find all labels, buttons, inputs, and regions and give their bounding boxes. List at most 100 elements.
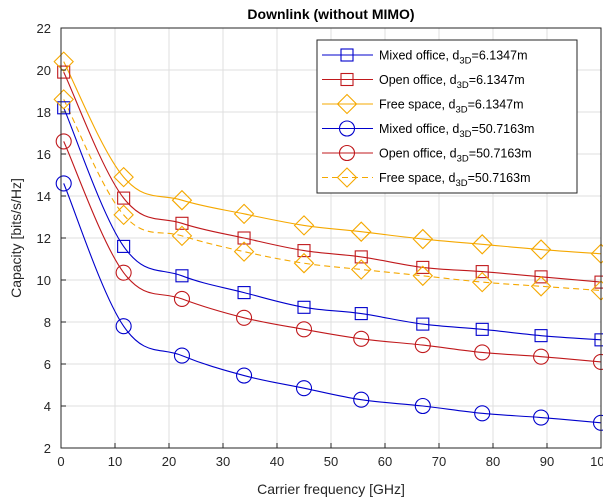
data-point-2 [237,231,251,245]
data-point-1 [354,307,368,321]
series-line-6 [63,99,602,292]
axis-ticks: 0 10 20 30 40 50 60 70 80 90 100 2 4 6 8 10 12 14 16 18 20 22 [37,21,603,469]
data-point-5 [295,321,313,338]
legend-box [316,39,578,194]
data-point-5 [115,264,132,281]
series-markers [53,51,603,431]
legend-label-tail: =50.7163m [468,171,531,185]
legend-label-tail: =50.7163m [469,147,532,161]
data-point-6 [113,204,134,226]
y-axis-label: Capacity [bits/s/Hz] [8,178,24,298]
data-point-1 [237,286,251,300]
data-point-6 [171,225,193,247]
chart-title: Downlink (without MIMO) [247,6,414,22]
legend-label-subscript: 3D [459,129,471,140]
data-point-6 [412,265,434,287]
x-tick-label: 10 [108,454,122,469]
data-point-6 [293,252,315,274]
y-tick-label: 16 [37,147,51,162]
data-point-5 [414,337,431,354]
x-tick-label: 20 [162,454,176,469]
data-point-5 [533,348,550,365]
data-point-4 [533,409,550,426]
legend-label-subscript: 3D [457,80,469,91]
x-tick-label: 90 [540,454,554,469]
data-point-4 [414,397,431,415]
legend-marker-1 [340,48,354,62]
data-point-3 [350,221,372,242]
data-point-6 [350,259,372,280]
legend-label-main: Open office, d [379,147,457,161]
legend-label-3: Free space, d3D=6.1347m [379,98,524,116]
series-line-3 [63,61,602,255]
legend-label-1: Mixed office, d3D=6.1347m [379,49,527,67]
data-point-3 [530,239,552,260]
data-point-1 [475,322,489,336]
data-point-5 [236,309,253,326]
series-line-4 [63,183,602,424]
x-tick-label: 80 [486,454,500,469]
y-tick-label: 18 [37,105,51,120]
y-tick-label: 4 [44,399,51,414]
x-tick-label: 70 [432,454,446,469]
legend-label-tail: =6.1347m [472,49,528,63]
y-tick-label: 22 [37,21,51,36]
data-point-4 [55,175,72,192]
legend-label-6: Free space, d3D=50.7163m [379,171,531,189]
y-tick-label: 10 [37,273,51,288]
y-tick-label: 8 [44,315,51,330]
legend-marker-5 [338,144,356,162]
data-point-5 [55,133,72,150]
data-point-2 [534,270,548,284]
legend-marker-6 [336,167,358,188]
data-point-1 [534,329,548,343]
data-point-2 [117,191,131,205]
data-point-3 [171,189,193,211]
x-tick-label: 0 [57,454,64,469]
data-point-4 [353,391,370,408]
legend-label-main: Free space, d [379,98,455,112]
x-tick-label: 60 [378,454,392,469]
data-point-2 [57,65,71,79]
legend-marker-3 [336,93,358,115]
x-axis-label: Carrier frequency [GHz] [257,481,405,497]
data-point-3 [293,215,315,236]
data-point-1 [175,269,189,283]
series-line-5 [63,141,602,363]
data-point-4 [236,367,253,384]
legend-label-subscript: 3D [455,178,467,189]
data-point-2 [416,260,430,274]
x-tick-label: 30 [216,454,230,469]
data-point-3 [113,166,134,188]
x-tick-label: 40 [270,454,284,469]
data-point-5 [474,344,491,361]
y-tick-label: 12 [37,231,51,246]
data-point-4 [115,318,132,335]
data-point-2 [475,265,489,279]
data-point-2 [175,216,189,230]
data-point-1 [416,317,430,331]
y-tick-label: 14 [37,189,51,204]
data-point-5 [353,330,370,347]
data-point-1 [117,239,131,253]
data-point-3 [53,51,74,72]
x-tick-label: 100 [590,454,603,469]
x-tick-label: 50 [324,454,338,469]
data-point-3 [471,234,493,255]
legend-label-main: Mixed office, d [379,49,459,63]
y-tick-label: 2 [44,441,51,456]
data-point-6 [233,241,255,262]
legend-label-tail: =6.1347m [468,98,524,112]
data-point-6 [471,271,493,293]
legend-label-tail: =6.1347m [469,73,525,87]
data-point-4 [295,380,313,397]
legend-marker-4 [338,120,356,137]
legend-label-subscript: 3D [459,56,471,67]
data-point-2 [354,250,368,264]
data-point-6 [53,89,74,110]
legend-label-5: Open office, d3D=50.7163m [379,147,532,165]
legend-label-2: Open office, d3D=6.1347m [379,73,525,91]
data-point-3 [233,203,255,225]
